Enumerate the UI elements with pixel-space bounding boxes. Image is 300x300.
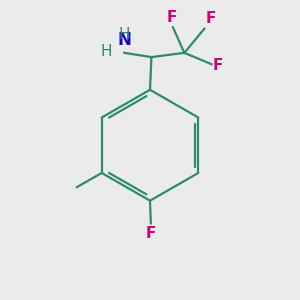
- Text: F: F: [206, 11, 216, 26]
- Text: F: F: [146, 226, 156, 241]
- Text: N: N: [117, 32, 131, 50]
- Text: F: F: [166, 10, 177, 25]
- Text: H: H: [101, 44, 112, 59]
- Text: H: H: [118, 27, 130, 42]
- Text: F: F: [213, 58, 223, 73]
